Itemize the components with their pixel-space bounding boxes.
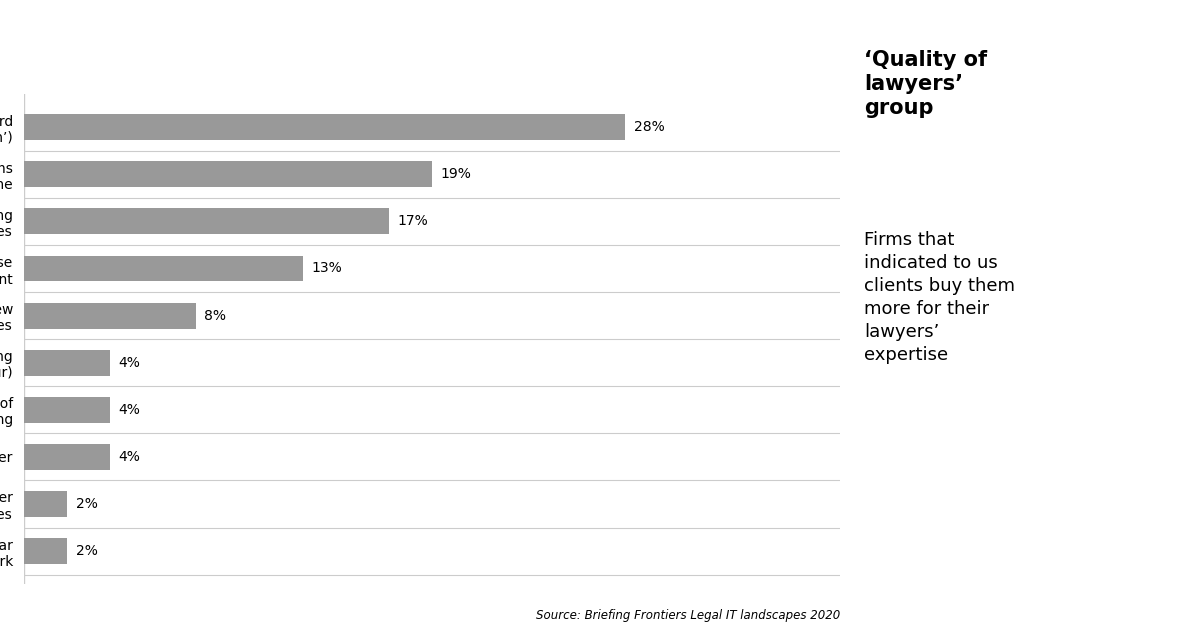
Bar <box>24 538 67 564</box>
Text: 2%: 2% <box>76 544 97 558</box>
Text: 8%: 8% <box>204 308 227 323</box>
Bar <box>24 208 389 234</box>
Text: Source: Briefing Frontiers Legal IT landscapes 2020: Source: Briefing Frontiers Legal IT land… <box>535 609 840 622</box>
Text: 28%: 28% <box>634 120 665 134</box>
Text: 13%: 13% <box>312 261 342 276</box>
Text: ‘Quality of
lawyers’
group: ‘Quality of lawyers’ group <box>864 50 988 118</box>
Text: 4%: 4% <box>119 355 140 370</box>
Bar <box>24 491 67 517</box>
Bar <box>24 444 110 470</box>
Bar <box>24 161 432 187</box>
Text: 4%: 4% <box>119 403 140 417</box>
Text: 4%: 4% <box>119 450 140 464</box>
Bar <box>24 256 304 281</box>
Text: 17%: 17% <box>397 214 428 229</box>
Bar <box>24 397 110 423</box>
Bar <box>24 350 110 376</box>
Bar <box>24 303 196 328</box>
Bar <box>24 114 625 140</box>
Text: 19%: 19% <box>440 167 472 181</box>
Text: Firms that
indicated to us
clients buy them
more for their
lawyers’
expertise: Firms that indicated to us clients buy t… <box>864 231 1015 364</box>
Text: 2%: 2% <box>76 497 97 511</box>
